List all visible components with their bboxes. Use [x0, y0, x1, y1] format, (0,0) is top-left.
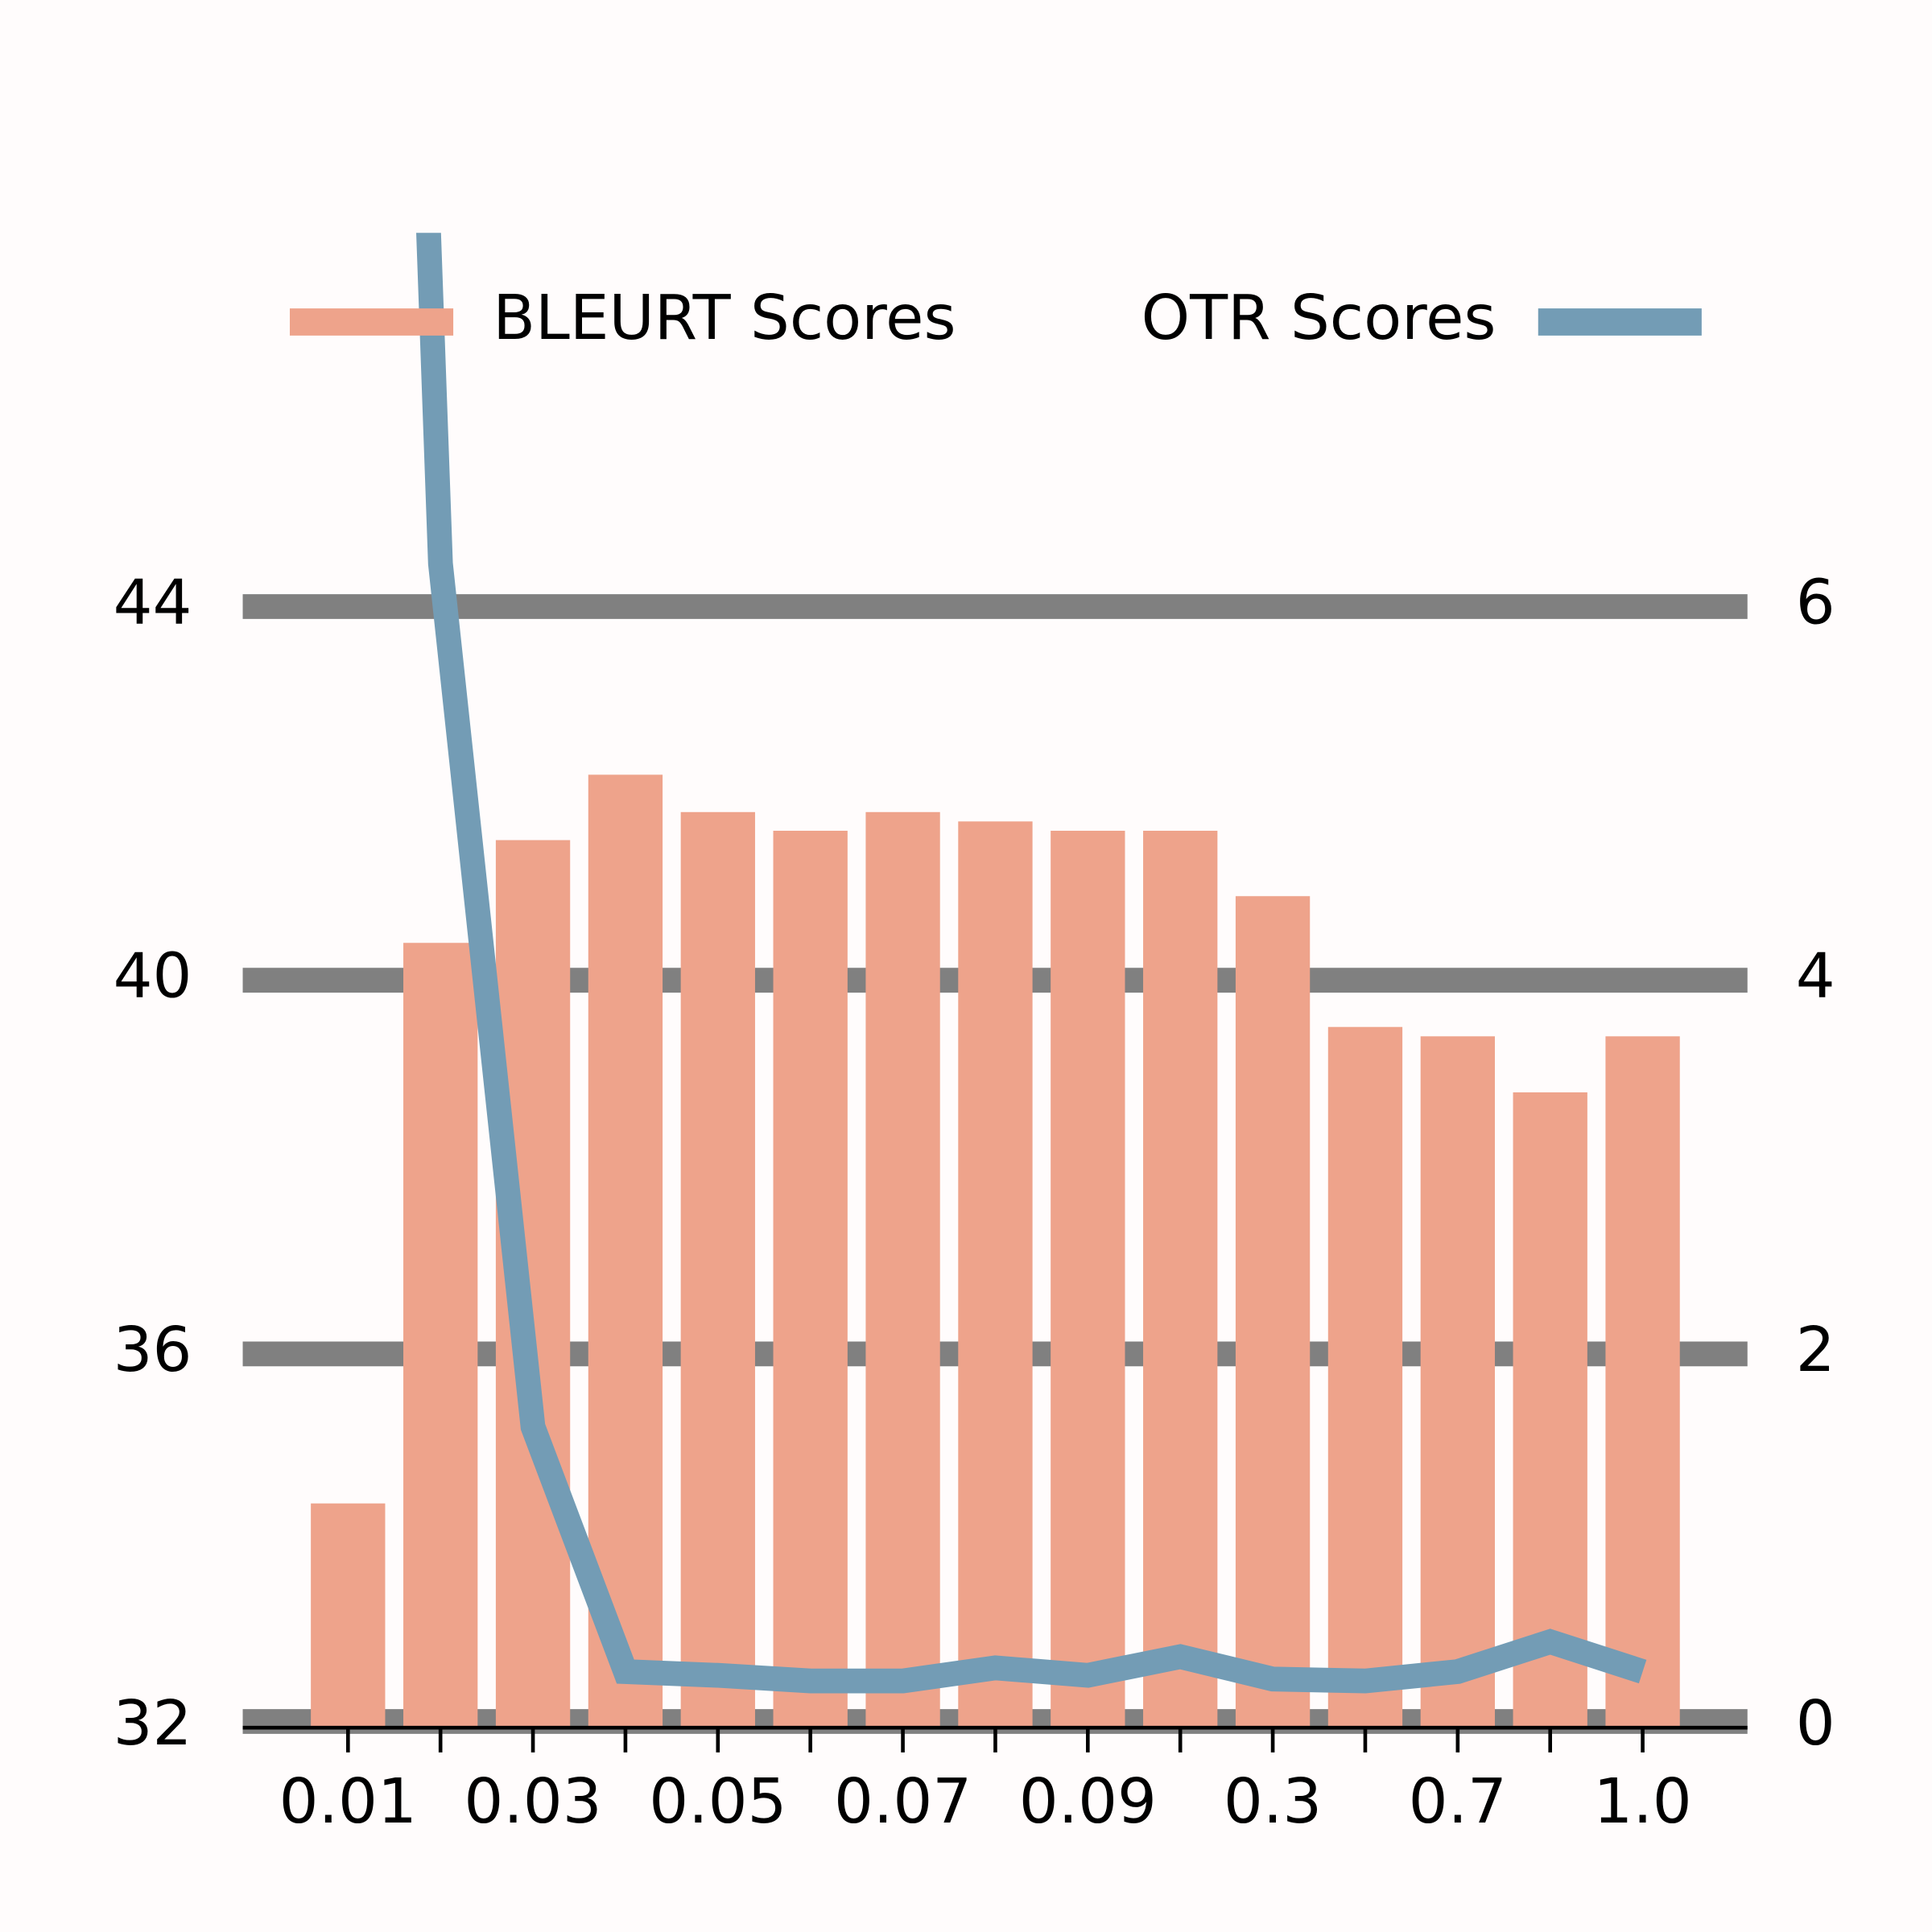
lines	[416, 233, 1647, 1694]
x-tick-label: 0.7	[1409, 1766, 1507, 1838]
bar	[403, 943, 478, 1728]
bar	[311, 1503, 386, 1728]
y-tick-label: 44	[114, 567, 192, 638]
bar	[1605, 1036, 1680, 1728]
bar	[1235, 896, 1311, 1728]
y2-tick-label: 6	[1796, 567, 1835, 638]
y-tick-label: 40	[114, 941, 192, 1013]
x-tick-label: 0.03	[464, 1766, 601, 1838]
x-tick-label: 1.0	[1593, 1766, 1691, 1838]
x-tick-label: 0.07	[834, 1766, 972, 1838]
bar	[680, 811, 755, 1728]
bar	[958, 821, 1033, 1728]
x-tick-label: 0.05	[649, 1766, 786, 1838]
bar	[588, 774, 663, 1728]
bar	[1051, 831, 1125, 1728]
bar	[773, 831, 848, 1728]
line	[416, 233, 1647, 1694]
bar	[865, 811, 940, 1728]
y-tick-label: 32	[114, 1688, 192, 1760]
x-tick-label: 0.09	[1019, 1766, 1157, 1838]
y2-tick-label: 4	[1796, 941, 1835, 1013]
y2-tick-label: 2	[1796, 1315, 1835, 1386]
bar	[1143, 831, 1218, 1728]
legend: BLEURT Scores OTR Scores	[290, 283, 1702, 354]
bar	[1513, 1092, 1587, 1728]
x-tick-label: 0.3	[1224, 1766, 1322, 1838]
x-tick-label: 0.01	[279, 1766, 417, 1838]
bar	[1420, 1036, 1495, 1728]
y-tick-label: 36	[114, 1315, 192, 1386]
bar	[1327, 1026, 1403, 1728]
legend-label: BLEURT Scores	[493, 283, 956, 354]
axes: 32 36 40 44 0 2 4 6 0.01 0.03 0.05 0.07 0.09 0.3 0.7 1.…	[114, 567, 1835, 1838]
legend-label: OTR Scores	[1141, 283, 1496, 354]
y2-tick-label: 0	[1796, 1688, 1835, 1760]
